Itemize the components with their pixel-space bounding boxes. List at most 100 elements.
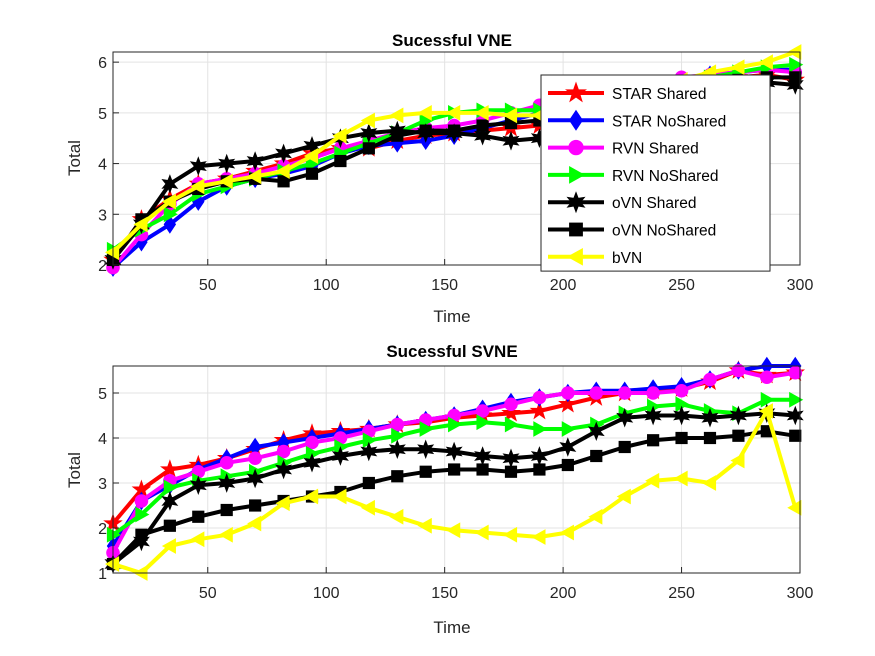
data-point [391, 470, 404, 483]
data-point [561, 458, 574, 472]
series-bvn [104, 403, 802, 581]
data-point [189, 156, 207, 176]
data-point [730, 59, 745, 76]
data-point [189, 475, 207, 496]
legend-item-star-noshared: STAR NoShared [548, 109, 726, 131]
data-point [134, 494, 149, 508]
plot-frame [112, 365, 801, 574]
legend-item-rvn-shared: RVN Shared [548, 139, 699, 158]
data-point [502, 130, 520, 151]
data-point [218, 153, 236, 174]
data-point [247, 168, 262, 185]
data-point [277, 175, 290, 188]
data-point [504, 416, 520, 433]
data-point [246, 151, 264, 171]
x-tick-labels: 50 100 150 200 250 300 [199, 259, 813, 294]
data-point [276, 444, 291, 459]
data-point [303, 148, 319, 164]
legend-marker [568, 109, 584, 131]
data-point [789, 56, 804, 73]
data-point [360, 441, 378, 462]
legend-label: bVN [612, 250, 642, 267]
data-point [760, 391, 775, 408]
legend-label: STAR NoShared [612, 113, 726, 130]
y-tick-label: 1 [98, 566, 107, 583]
data-point [160, 459, 180, 478]
data-point [305, 167, 319, 180]
data-point [190, 531, 205, 548]
data-point [303, 488, 319, 505]
data-point [161, 491, 179, 511]
legend-item-ovn-shared: oVN Shared [548, 191, 696, 214]
data-point [275, 495, 290, 512]
data-point [559, 437, 577, 457]
data-point [391, 427, 406, 444]
data-point [730, 452, 745, 469]
legend-marker [568, 139, 584, 156]
data-point [673, 405, 691, 426]
data-point [104, 244, 120, 261]
legend-marker [566, 191, 586, 214]
series-rvn-shared [106, 363, 803, 560]
data-point [474, 105, 489, 121]
data-point [305, 435, 319, 450]
data-point [362, 476, 375, 490]
data-point [559, 524, 574, 541]
data-point [417, 439, 435, 460]
data-point [561, 386, 575, 400]
legend-label: oVN Shared [612, 195, 696, 212]
data-point [446, 522, 461, 539]
data-point [504, 465, 518, 478]
data-point [389, 508, 404, 525]
data-point [391, 129, 404, 142]
data-point [617, 386, 632, 400]
x-tick-labels: 50 100 150 200 250 300 [199, 567, 814, 602]
data-point [502, 107, 518, 124]
data-point [588, 508, 603, 525]
data-point [561, 421, 576, 437]
data-point [474, 524, 489, 541]
data-point [474, 125, 492, 146]
y-tick-label: 5 [98, 386, 107, 403]
data-point [476, 463, 489, 476]
data-point [646, 386, 660, 400]
y-tick-label: 4 [98, 431, 107, 448]
x-tick-label: 200 [550, 585, 577, 602]
data-point [587, 421, 605, 441]
x-tick-label: 150 [431, 585, 458, 602]
data-point [218, 473, 236, 493]
data-point [218, 526, 233, 543]
data-point [389, 107, 404, 124]
data-point [135, 506, 150, 523]
data-point [331, 446, 349, 466]
data-point [789, 391, 804, 408]
x-axis-label: Time [433, 618, 470, 637]
data-point [590, 449, 603, 463]
data-point [787, 499, 802, 516]
x-tick-label: 100 [313, 585, 340, 602]
data-point [448, 416, 463, 433]
data-point [701, 407, 719, 428]
data-point [758, 403, 773, 419]
data-point [701, 475, 717, 491]
x-tick-label: 250 [668, 277, 695, 294]
data-point [533, 421, 548, 437]
x-axis-label: Time [433, 307, 470, 326]
data-point [618, 440, 631, 454]
data-point [275, 163, 290, 180]
legend-item-ovn-noshared: oVN NoShared [548, 223, 716, 240]
data-point [674, 383, 689, 398]
data-point [445, 441, 463, 462]
data-point [616, 488, 631, 505]
y-axis-label: Total [65, 452, 84, 488]
data-point [419, 465, 432, 478]
data-point [417, 517, 432, 534]
data-point [616, 407, 634, 428]
data-point [360, 123, 378, 143]
data-point [645, 472, 660, 489]
data-lines [103, 356, 806, 581]
x-tick-label: 200 [550, 277, 577, 294]
x-tick-label: 300 [787, 585, 814, 602]
data-point [448, 463, 461, 476]
